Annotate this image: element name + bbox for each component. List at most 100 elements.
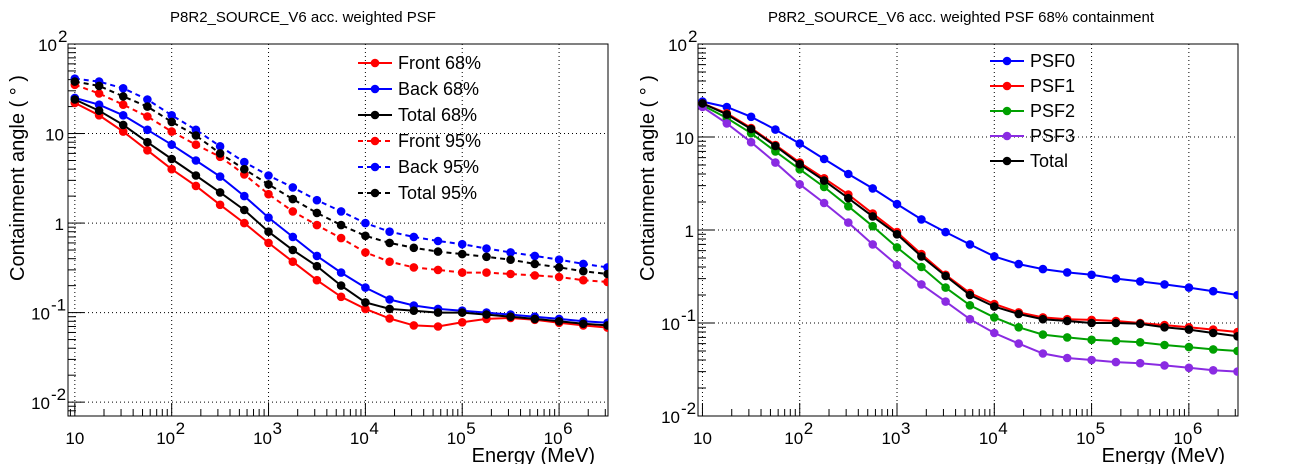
data-point: [288, 257, 298, 267]
svg-text:10: 10: [882, 429, 901, 448]
legend-label: Back 68%: [398, 79, 479, 99]
svg-text:10: 10: [447, 429, 466, 448]
data-point: [1208, 328, 1218, 338]
svg-text:-2: -2: [51, 385, 66, 404]
y-axis-label: Containment angle ( ° ): [640, 75, 659, 281]
data-point: [990, 313, 999, 322]
data-point: [385, 227, 394, 236]
series-line-total-95: [74, 80, 608, 275]
svg-text:4: 4: [369, 419, 378, 438]
legend-swatch-marker: [1002, 106, 1012, 116]
data-point: [457, 318, 467, 327]
x-tick-label: 103: [882, 419, 911, 448]
legend-entry: PSF3: [990, 126, 1075, 146]
data-point: [1014, 339, 1023, 348]
data-point: [746, 112, 756, 122]
data-point: [819, 182, 829, 192]
data-point: [1233, 346, 1238, 356]
data-point: [1062, 268, 1072, 277]
data-point: [1087, 318, 1096, 328]
data-point: [336, 220, 346, 230]
data-point: [264, 189, 273, 199]
data-point: [482, 268, 491, 277]
data-point: [1038, 330, 1048, 339]
data-point: [433, 247, 443, 256]
y-tick-label: 1: [685, 222, 694, 241]
data-point: [215, 142, 225, 151]
data-point: [1111, 274, 1121, 283]
data-point: [795, 180, 804, 189]
legend-entry: Total 68%: [358, 105, 477, 125]
legend-swatch-marker: [370, 110, 380, 120]
series-total-68: [70, 95, 608, 330]
data-point: [1062, 316, 1072, 326]
svg-text:10: 10: [1173, 429, 1192, 448]
legend-swatch-marker: [1002, 81, 1012, 91]
data-point: [603, 277, 608, 287]
data-point: [1184, 325, 1194, 334]
data-point: [530, 251, 540, 261]
svg-text:6: 6: [1193, 419, 1202, 438]
legend-entry: PSF0: [990, 51, 1075, 71]
data-point: [457, 268, 467, 277]
data-point: [143, 95, 152, 104]
legend-label: PSF0: [1030, 51, 1075, 71]
svg-text:-1: -1: [51, 296, 66, 315]
data-point: [1111, 336, 1121, 346]
data-point: [554, 263, 564, 272]
legend-label: Total: [1030, 151, 1068, 171]
data-point: [457, 249, 467, 259]
plot-frame: [67, 43, 609, 417]
data-point: [361, 304, 370, 314]
x-tick-label: 102: [156, 419, 185, 448]
data-point: [819, 198, 829, 208]
svg-text:2: 2: [176, 419, 185, 438]
legend-label: Back 95%: [398, 157, 479, 177]
data-point: [506, 269, 515, 279]
chart-panel-psf-classes: 10 10 2 10 3 10 4 10 5 10 6 10 -2 10 -1 1 10 10 2 P8R2_SOUR…: [640, 0, 1306, 464]
svg-text:10: 10: [661, 408, 680, 427]
legend-label: PSF3: [1030, 126, 1075, 146]
data-point: [264, 171, 273, 180]
svg-text:4: 4: [998, 419, 1007, 438]
data-point: [143, 146, 152, 155]
x-axis-label: Energy (MeV): [1102, 445, 1225, 464]
data-point: [1135, 319, 1145, 329]
y-tick-label: 10 2: [38, 27, 67, 55]
series-psf3: [698, 102, 1238, 376]
data-point: [965, 314, 975, 324]
data-point: [240, 205, 249, 215]
x-axis-label: Energy (MeV): [472, 445, 595, 464]
data-point: [868, 221, 877, 231]
legend-entry: Back 68%: [358, 79, 479, 99]
data-point: [771, 158, 780, 167]
data-point: [336, 281, 346, 290]
data-point: [990, 302, 999, 311]
data-point: [264, 238, 273, 248]
data-point: [385, 304, 394, 314]
data-point: [554, 272, 564, 282]
svg-text:10: 10: [668, 36, 687, 55]
x-tick-label: 105: [1076, 419, 1105, 448]
data-point: [965, 301, 975, 310]
data-point: [1184, 283, 1194, 292]
legend-swatch-marker: [1002, 131, 1012, 141]
data-point: [722, 119, 732, 128]
data-point: [844, 202, 853, 211]
data-point: [554, 255, 564, 264]
data-point: [433, 308, 443, 317]
data-point: [603, 269, 608, 279]
data-point: [312, 275, 322, 285]
legend-entry: Front 68%: [358, 53, 481, 73]
svg-text:10: 10: [661, 315, 680, 334]
data-point: [118, 84, 128, 93]
legend-swatch-marker: [370, 136, 380, 146]
legend-label: PSF1: [1030, 76, 1075, 96]
data-point: [143, 112, 152, 121]
data-point: [288, 183, 298, 192]
data-point: [361, 218, 370, 228]
data-point: [1062, 353, 1072, 363]
data-point: [1184, 342, 1194, 352]
data-point: [1087, 355, 1096, 365]
svg-text:10: 10: [45, 126, 64, 145]
